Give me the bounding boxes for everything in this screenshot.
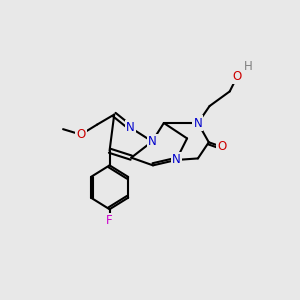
- Text: O: O: [233, 70, 242, 83]
- Text: O: O: [76, 128, 86, 141]
- Text: N: N: [194, 116, 202, 130]
- Text: O: O: [217, 140, 226, 153]
- Text: F: F: [106, 214, 113, 227]
- Text: N: N: [172, 154, 181, 166]
- Text: H: H: [244, 59, 253, 73]
- Text: N: N: [148, 135, 157, 148]
- Text: N: N: [126, 121, 135, 134]
